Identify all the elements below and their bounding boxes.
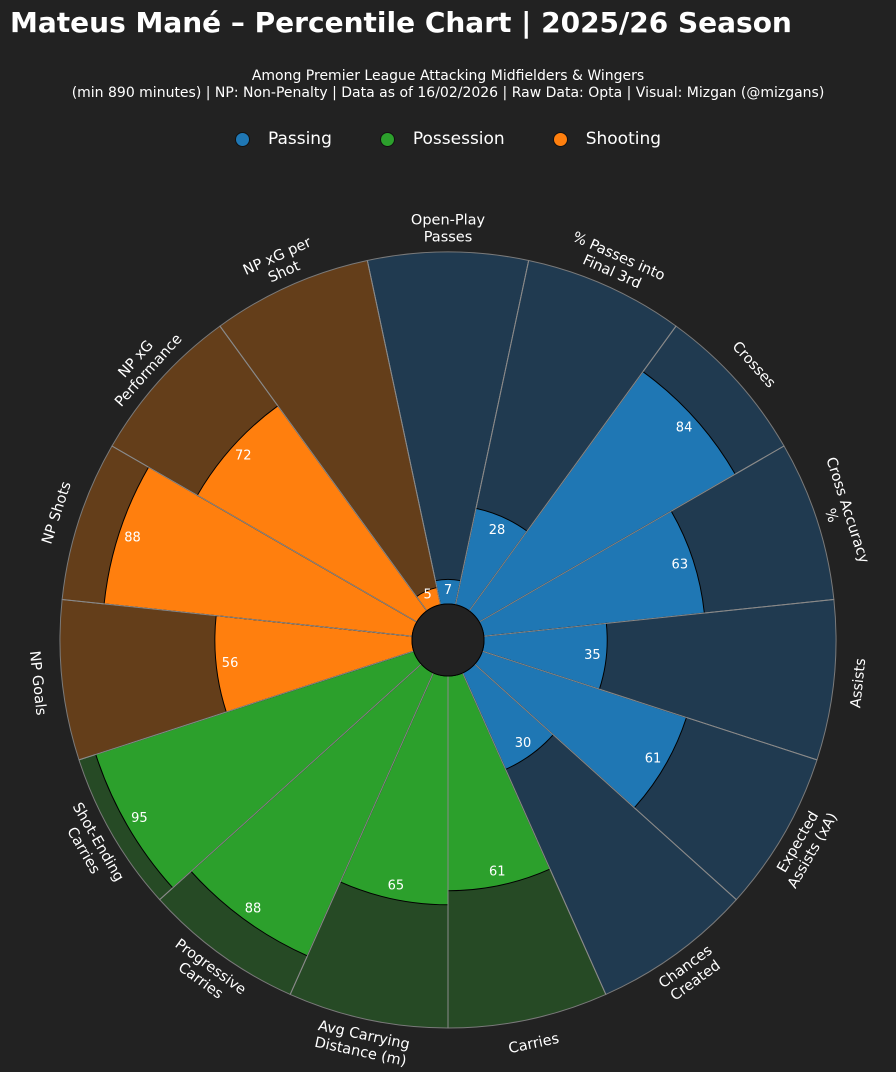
spoke-line <box>289 672 434 995</box>
axis-label-line: Passes <box>424 230 473 246</box>
value-label-cross-accuracy: 63 <box>672 558 689 573</box>
chart-subtitle-line2: (min 890 minutes) | NP: Non-Penalty | Da… <box>71 85 825 101</box>
spoke-line <box>468 325 677 612</box>
value-label-avg-carrying-distance-m: 65 <box>388 878 405 893</box>
chart-subtitle-line1: Among Premier League Attacking Midfielde… <box>251 68 645 84</box>
spoke-line <box>219 325 428 612</box>
value-label-chances-created: 30 <box>515 736 532 751</box>
legend-label-shooting: Shooting <box>585 129 662 149</box>
value-label-passes-into-final-3rd: 28 <box>489 523 506 538</box>
value-label-np-shots: 88 <box>124 530 141 545</box>
axis-label-line: NP Goals <box>26 650 49 716</box>
value-label-shot-ending-carries: 95 <box>131 811 148 826</box>
legend-item-shooting: Shooting <box>552 129 662 149</box>
value-label-progressive-carries: 88 <box>245 901 262 916</box>
axis-label-line: Carries <box>507 1031 560 1057</box>
spoke-line <box>78 650 414 761</box>
spoke-line <box>478 445 785 623</box>
spoke-line <box>482 650 818 761</box>
spoke-line <box>474 663 737 900</box>
spoke-line <box>62 598 413 637</box>
axis-label-assists: Assists <box>848 658 869 709</box>
legend-label-possession: Possession <box>412 129 505 149</box>
legend-marker-possession <box>379 131 395 147</box>
spoke-line <box>483 598 834 637</box>
legend: Passing Possession Shooting <box>0 129 896 149</box>
chart-title: Mateus Mané – Percentile Chart | 2025/26… <box>10 6 792 39</box>
axis-label-line: NP Shots <box>40 480 75 546</box>
value-label-np-xg-per-shot: 5 <box>424 587 432 602</box>
axis-label-line: Open-Play <box>411 213 486 229</box>
axis-label-line: Assists <box>848 658 869 709</box>
spoke-line <box>159 663 422 900</box>
value-label-carries: 61 <box>489 865 506 880</box>
spoke-line <box>462 672 607 995</box>
legend-label-passing: Passing <box>267 129 332 149</box>
legend-marker-passing <box>234 131 250 147</box>
value-label-np-goals: 56 <box>222 656 239 671</box>
value-label-assists: 35 <box>584 648 601 663</box>
axis-label-np-goals: NP Goals <box>26 650 49 716</box>
legend-item-possession: Possession <box>379 129 505 149</box>
value-label-expected-assists-xa: 61 <box>645 751 662 766</box>
axis-label-np-shots: NP Shots <box>40 480 75 546</box>
legend-item-passing: Passing <box>234 129 332 149</box>
spoke-line <box>454 260 530 605</box>
legend-marker-shooting <box>552 131 568 147</box>
value-label-open-play-passes: 7 <box>444 583 452 598</box>
axis-label-line: % <box>821 507 840 525</box>
spoke-line <box>366 260 442 605</box>
value-label-np-xg-performance: 72 <box>235 449 252 464</box>
axis-label-carries: Carries <box>507 1031 560 1057</box>
center-hole <box>411 603 485 677</box>
spoke-line <box>111 445 418 623</box>
value-label-crosses: 84 <box>676 420 693 435</box>
